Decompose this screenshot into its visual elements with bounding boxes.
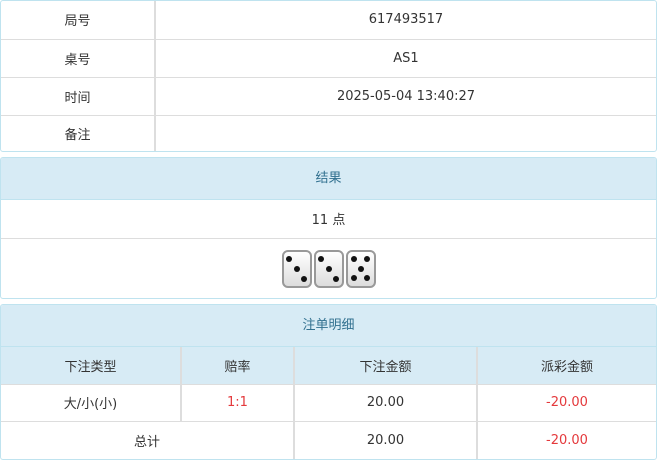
label-time: 时间 [1, 77, 156, 116]
die-pip [351, 256, 357, 263]
bet-amount: 20.00 [294, 384, 478, 422]
value-time: 2025-05-04 13:40:27 [155, 77, 656, 116]
die-pip [364, 256, 370, 263]
value-table: AS1 [155, 39, 656, 78]
label-table: 桌号 [1, 39, 156, 78]
die-pip [332, 275, 339, 282]
dice-row [1, 238, 656, 298]
result-points: 11 点 [1, 200, 656, 239]
die-3-icon [281, 249, 312, 288]
die-pip [293, 265, 300, 272]
die-pip [300, 275, 307, 282]
bet-type: 大/小(小) [1, 384, 182, 422]
bet-odds: 1:1 [181, 384, 295, 422]
label-round: 局号 [1, 1, 156, 40]
value-round: 617493517 [155, 1, 656, 40]
die-3-icon [313, 249, 344, 288]
result-panel: 结果 11 点 [0, 157, 657, 299]
label-note: 备注 [1, 115, 156, 151]
bet-detail-title: 注单明细 [1, 305, 656, 347]
value-note [155, 115, 656, 151]
die-pip [325, 265, 332, 272]
header-bet-type: 下注类型 [1, 347, 182, 385]
die-pip [286, 255, 293, 262]
bet-detail-panel: 注单明细 下注类型 赔率 下注金额 派彩金额 大/小(小) 1:1 20.00 … [0, 304, 657, 460]
table-row: 大/小(小) 1:1 20.00 -20.00 [1, 384, 656, 422]
total-payout: -20.00 [546, 432, 588, 448]
header-payout: 派彩金额 [477, 347, 656, 385]
result-title: 结果 [1, 158, 656, 200]
die-pip [351, 275, 357, 282]
total-label: 总计 [1, 421, 295, 459]
die-pip [318, 255, 325, 262]
total-amount: 20.00 [294, 421, 478, 459]
die-pip [357, 265, 364, 272]
info-panel: 局号 617493517 桌号 AS1 时间 2025-05-04 13:40:27 … [0, 0, 657, 152]
die-5-icon [345, 249, 376, 288]
die-pip [364, 275, 370, 282]
header-amount: 下注金额 [294, 347, 478, 385]
header-odds: 赔率 [181, 347, 295, 385]
total-row: 总计 20.00 -20.00 [1, 421, 656, 459]
bet-payout: -20.00 [477, 384, 656, 422]
